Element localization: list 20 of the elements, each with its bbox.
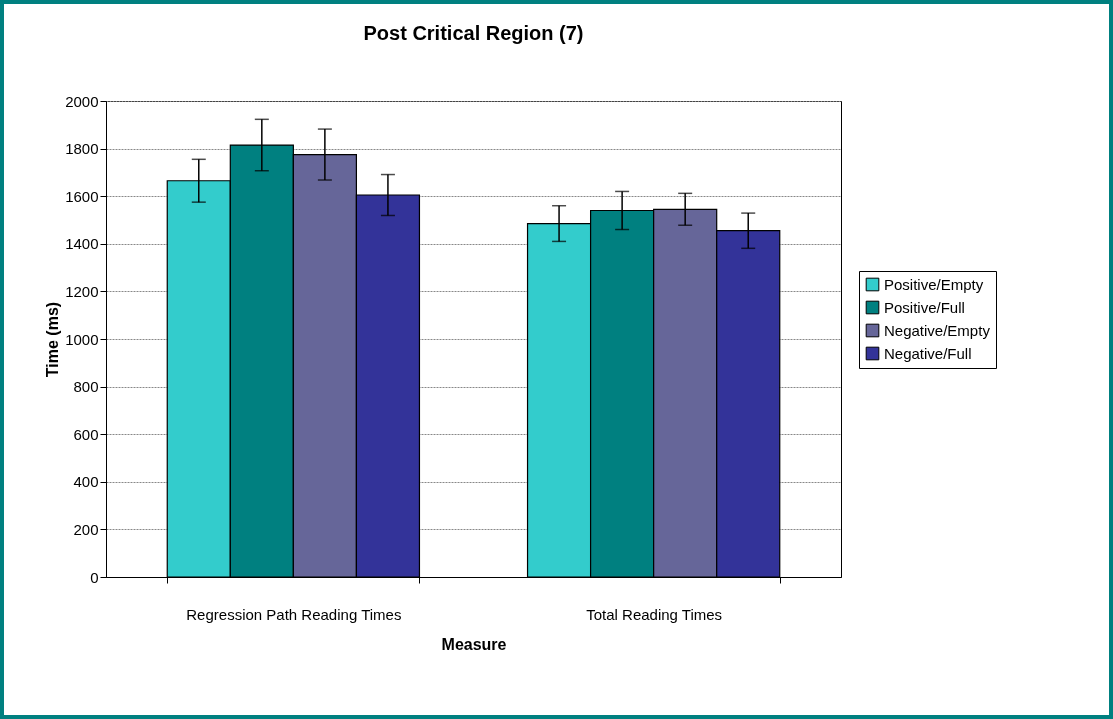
- chart-title: Post Critical Region (7): [363, 22, 584, 44]
- y-tick-label: 200: [73, 520, 99, 538]
- x-tick-label: Total Reading Times: [586, 605, 723, 623]
- y-tick-label: 1600: [65, 187, 99, 205]
- y-tick-label: 600: [73, 425, 99, 443]
- y-tick-label: 2000: [65, 92, 99, 110]
- x-tick-label: Regression Path Reading Times: [186, 605, 402, 623]
- legend-label: Positive/Full: [884, 298, 965, 316]
- y-tick-label: 1400: [65, 235, 99, 253]
- y-tick-label: 800: [73, 378, 99, 396]
- x-axis-title: Measure: [441, 635, 507, 653]
- y-tick-label: 1200: [65, 282, 99, 300]
- y-axis-title: Time (ms): [44, 301, 62, 378]
- legend-label: Positive/Empty: [884, 275, 984, 293]
- legend-label: Negative/Empty: [884, 321, 991, 339]
- y-tick-label: 1000: [65, 330, 99, 348]
- y-tick-label: 400: [73, 473, 99, 491]
- legend-label: Negative/Full: [884, 344, 972, 362]
- y-tick-label: 0: [90, 568, 99, 586]
- y-tick-label: 1800: [65, 140, 99, 158]
